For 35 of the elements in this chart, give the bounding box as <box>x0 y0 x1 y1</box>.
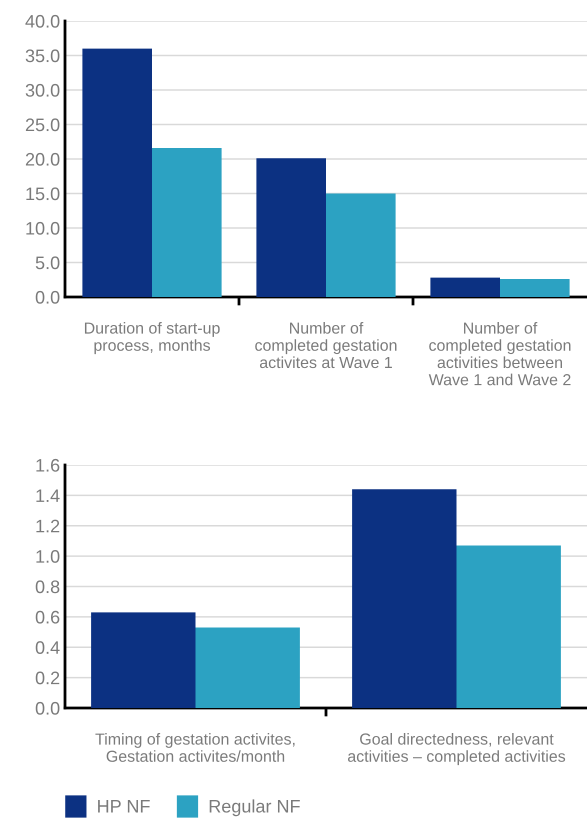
legend-label: Regular NF <box>210 799 300 816</box>
y-tick-label: 0.0 <box>36 290 60 304</box>
bar <box>326 194 396 297</box>
x-tick-label: Number of completed gestation activites at Wave 1 <box>255 322 396 368</box>
x-tick-label: Timing of gestation activites, Gestation activites/month <box>95 733 295 762</box>
y-tick-label: 15.0 <box>26 187 60 200</box>
bar <box>352 489 456 708</box>
y-tick-label: 35.0 <box>26 49 60 62</box>
y-tick-label: 0.2 <box>36 672 60 684</box>
x-tick-label: Goal directedness, relevant activities – completed activities <box>348 733 566 766</box>
bar <box>152 148 222 297</box>
y-tick-label: 1.4 <box>36 489 60 502</box>
x-tick-label: Number of completed gestation activities between Wave 1 and Wave 2 <box>428 322 571 386</box>
y-tick-label: 1.2 <box>36 520 60 532</box>
bar <box>430 278 500 297</box>
bar <box>82 48 152 297</box>
y-tick-label: 0.6 <box>36 610 60 624</box>
y-tick-label: 10.0 <box>26 222 60 235</box>
y-tick-label: 0.8 <box>36 580 60 594</box>
y-tick-label: 5.0 <box>36 256 60 270</box>
bar <box>196 628 300 708</box>
bar <box>256 158 326 297</box>
y-tick-label: 1.0 <box>36 550 60 563</box>
x-tick-label: Duration of start-up process, months <box>84 322 220 354</box>
y-tick-label: 25.0 <box>26 118 60 132</box>
bar <box>456 545 561 708</box>
bar <box>91 612 196 708</box>
y-tick-label: 30.0 <box>26 84 60 97</box>
y-tick-label: 0.4 <box>36 641 60 654</box>
y-tick-label: 0.0 <box>36 702 60 715</box>
legend-label: HP NF <box>98 800 150 812</box>
bar <box>500 279 570 297</box>
y-tick-label: 40.0 <box>25 14 60 28</box>
y-tick-label: 20.0 <box>26 152 60 166</box>
y-tick-label: 1.6 <box>36 458 60 472</box>
